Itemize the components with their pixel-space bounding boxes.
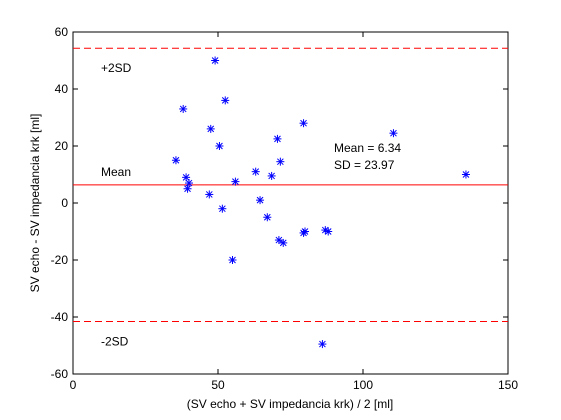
data-point: [221, 96, 230, 105]
annotation-sd: SD = 23.97: [334, 158, 395, 172]
data-point: [276, 157, 285, 166]
x-tick-label: 0: [70, 378, 77, 392]
data-point: [256, 196, 265, 205]
y-tick-label: -60: [51, 367, 69, 381]
y-tick-label: 60: [55, 25, 69, 39]
data-point: [218, 204, 227, 213]
reference-lines: [73, 47, 508, 323]
data-point: [171, 156, 180, 165]
data-point: [461, 170, 470, 179]
y-axis-ticks: -60 -40 -20 0 20 40 60: [51, 25, 508, 381]
reference-label-plusminus-2sd: +2SD: [101, 61, 132, 75]
data-point: [206, 124, 215, 133]
data-point: [231, 177, 240, 186]
data-point: [318, 340, 327, 349]
data-point: [267, 171, 276, 180]
data-point: [301, 227, 309, 236]
data-point: [279, 238, 288, 247]
data-point: [211, 56, 220, 65]
reference-labels: +2SD Mean -2SD: [101, 61, 132, 348]
data-point: [228, 256, 237, 264]
plot-area: [72, 31, 509, 375]
data-point: [263, 213, 272, 222]
y-tick-label: -20: [51, 253, 69, 267]
data-point: [299, 119, 308, 128]
data-point: [205, 190, 214, 199]
y-tick-label: 20: [55, 139, 69, 153]
x-tick-label: 50: [211, 378, 225, 392]
data-point: [251, 167, 260, 176]
y-tick-label: 0: [61, 196, 68, 210]
data-point: [273, 134, 282, 143]
x-tick-label: 150: [498, 378, 518, 392]
data-points: [171, 56, 470, 349]
data-point: [183, 184, 192, 193]
x-axis-label: (SV echo + SV impedancia krk) / 2 [ml]: [187, 397, 393, 411]
reference-label-minus-2sd: -2SD: [101, 335, 129, 349]
y-axis-label: SV echo - SV impedancia krk [ml]: [28, 114, 42, 293]
y-tick-label: 40: [55, 82, 69, 96]
data-point: [179, 104, 188, 113]
data-point: [389, 129, 398, 138]
data-point: [215, 142, 224, 150]
data-point: [274, 236, 283, 245]
data-point: [185, 179, 193, 188]
x-tick-label: 100: [353, 378, 373, 392]
annotation-mean: Mean = 6.34: [334, 141, 401, 155]
reference-label-mean: Mean: [101, 165, 131, 179]
x-axis-ticks: 0 50 100 150: [70, 32, 518, 392]
y-tick-label: -40: [51, 310, 69, 324]
data-point: [324, 227, 333, 236]
